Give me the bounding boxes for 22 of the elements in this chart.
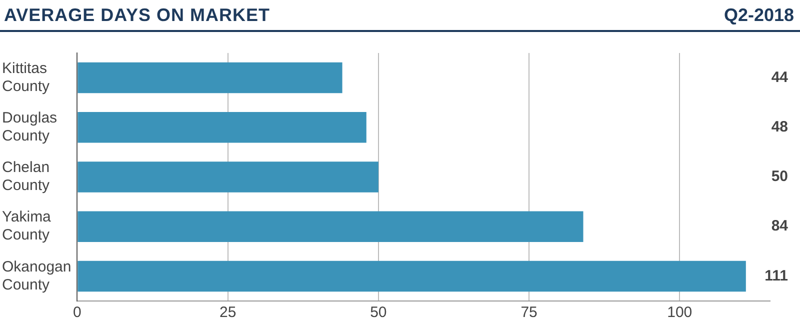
x-tick-label: 25 <box>219 304 236 322</box>
y-tick-label: Kittitas County <box>2 60 50 95</box>
bar <box>78 162 378 192</box>
bar <box>78 62 342 94</box>
x-tick-label: 50 <box>370 304 387 322</box>
bar <box>78 112 366 143</box>
x-tick-label: 75 <box>520 304 538 322</box>
y-tick-label: Okanogan County <box>2 258 72 294</box>
y-tick-label: Chelan County <box>2 159 50 194</box>
x-tick-label: 0 <box>73 304 82 322</box>
data-label: 48 <box>771 118 788 136</box>
chart-title: AVERAGE DAYS ON MARKET <box>4 5 270 26</box>
bar <box>78 211 584 242</box>
x-tick-label: 100 <box>667 304 692 322</box>
data-label: 50 <box>771 168 788 186</box>
data-label: 44 <box>771 68 789 86</box>
bar <box>78 260 746 292</box>
data-label: 111 <box>764 267 788 284</box>
data-label: 84 <box>771 218 789 235</box>
chart-subtitle: Q2-2018 <box>724 5 794 26</box>
y-tick-label: Douglas County <box>2 110 58 145</box>
y-tick-label: Yakima County <box>2 208 52 244</box>
